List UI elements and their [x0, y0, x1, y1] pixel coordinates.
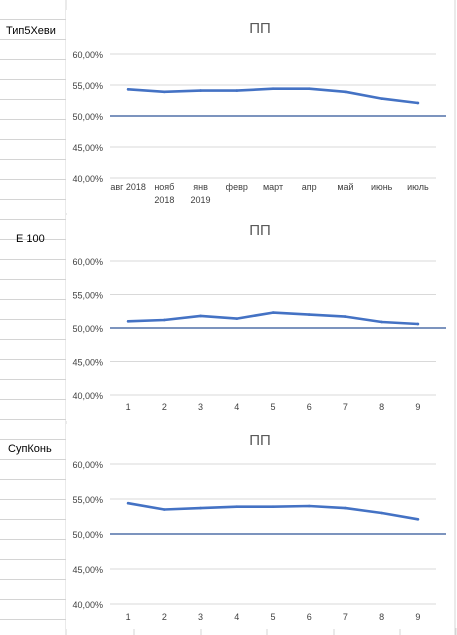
x-tick-label: 4 — [234, 402, 239, 412]
data-point[interactable] — [235, 89, 239, 92]
x-tick-label: 1 — [126, 402, 131, 412]
chart-1[interactable]: ПП 60,00% 55,00% 50,00% 45,00% 40,00% авг 201… — [66, 10, 454, 213]
x-tick-label: июнь — [371, 182, 393, 192]
x-tick-label: нояб 2018 — [154, 182, 174, 205]
y-tick-label: 60,00% — [72, 460, 103, 470]
row-label-tip5hevi[interactable]: Тип5Хеви — [6, 25, 56, 37]
data-point[interactable] — [307, 87, 311, 91]
y-tick-label: 60,00% — [72, 257, 103, 267]
x-tick-label: 1 — [126, 612, 131, 622]
data-point[interactable] — [163, 90, 166, 94]
y-tick-label: 40,00% — [72, 600, 103, 610]
y-tick-label: 45,00% — [72, 143, 103, 153]
data-point[interactable] — [271, 311, 275, 314]
data-point[interactable] — [416, 322, 420, 326]
x-tick-label: июль — [407, 182, 429, 192]
x-tick-label: 2 — [162, 402, 167, 412]
x-tick-label: февр — [226, 182, 248, 192]
chart-plot: 60,00% 55,00% 50,00% 45,00% 40,00% авг 2018 но… — [72, 50, 446, 205]
data-point[interactable] — [344, 90, 347, 94]
x-tick-label: 5 — [270, 612, 275, 622]
x-tick-label: 9 — [415, 402, 420, 412]
y-tick-label: 55,00% — [72, 495, 103, 505]
data-point[interactable] — [271, 87, 275, 91]
y-tick-label: 50,00% — [72, 324, 103, 334]
y-tick-label: 50,00% — [72, 530, 103, 540]
data-point[interactable] — [163, 318, 166, 322]
chart-plot: 60,00% 55,00% 50,00% 45,00% 40,00% 1 2 3 4 5 6 7 8 9 — [72, 460, 446, 622]
data-point[interactable] — [307, 313, 311, 316]
x-tick-label: 5 — [270, 402, 275, 412]
x-tick-label: 9 — [415, 612, 420, 622]
chart-title: ПП — [249, 432, 271, 449]
x-tick-label: 4 — [234, 612, 239, 622]
data-point[interactable] — [271, 505, 275, 508]
data-point[interactable] — [416, 101, 420, 105]
data-point[interactable] — [235, 317, 239, 320]
data-point[interactable] — [199, 314, 202, 318]
y-tick-label: 45,00% — [72, 358, 103, 368]
data-point[interactable] — [307, 504, 311, 508]
data-point[interactable] — [344, 315, 347, 318]
y-tick-label: 40,00% — [72, 174, 103, 184]
data-point[interactable] — [235, 505, 239, 508]
data-point[interactable] — [199, 89, 202, 92]
data-point[interactable] — [344, 506, 347, 510]
x-tick-label: май — [337, 182, 353, 192]
y-tick-label: 50,00% — [72, 112, 103, 122]
data-point[interactable] — [126, 501, 130, 505]
data-point[interactable] — [416, 518, 420, 521]
data-point[interactable] — [126, 88, 130, 91]
x-tick-label: март — [263, 182, 283, 192]
data-point[interactable] — [199, 506, 202, 510]
chart-2[interactable]: ПП 60,00% 55,00% 50,00% 45,00% 40,00% 1 2 3 4 5 6 7… — [66, 215, 454, 421]
x-tick-label: авг 2018 — [110, 182, 146, 192]
x-tick-label: 6 — [307, 402, 312, 412]
data-point[interactable] — [380, 320, 383, 324]
series-line[interactable] — [126, 311, 420, 326]
y-tick-label: 45,00% — [72, 565, 103, 575]
data-point[interactable] — [380, 511, 383, 515]
x-tick-label: 8 — [379, 402, 384, 412]
y-tick-label: 55,00% — [72, 291, 103, 301]
chart-title: ПП — [249, 222, 271, 239]
x-tick-label: 8 — [379, 612, 384, 622]
x-tick-label: 6 — [307, 612, 312, 622]
x-tick-label: 3 — [198, 612, 203, 622]
data-point[interactable] — [380, 97, 383, 100]
chart-plot: 60,00% 55,00% 50,00% 45,00% 40,00% 1 2 3 4 5 6 7 8 9 — [72, 257, 446, 412]
y-tick-label: 55,00% — [72, 81, 103, 91]
x-tick-label: янв 2019 — [191, 182, 211, 205]
x-tick-label: 7 — [343, 402, 348, 412]
chart-title: ПП — [249, 20, 271, 37]
row-label-e100[interactable]: E 100 — [16, 233, 45, 245]
y-tick-label: 60,00% — [72, 50, 103, 60]
x-tick-label: апр — [302, 182, 317, 192]
x-tick-label: 3 — [198, 402, 203, 412]
row-label-supkon[interactable]: СупКонь — [8, 443, 52, 455]
y-tick-label: 40,00% — [72, 391, 103, 401]
series-line[interactable] — [126, 87, 420, 105]
chart-3[interactable]: ПП 60,00% 55,00% 50,00% 45,00% 40,00% 1 2 3 4 5 6 7… — [66, 424, 454, 629]
x-tick-label: 2 — [162, 612, 167, 622]
x-tick-label: 7 — [343, 612, 348, 622]
data-point[interactable] — [126, 320, 130, 323]
data-point[interactable] — [163, 508, 166, 511]
